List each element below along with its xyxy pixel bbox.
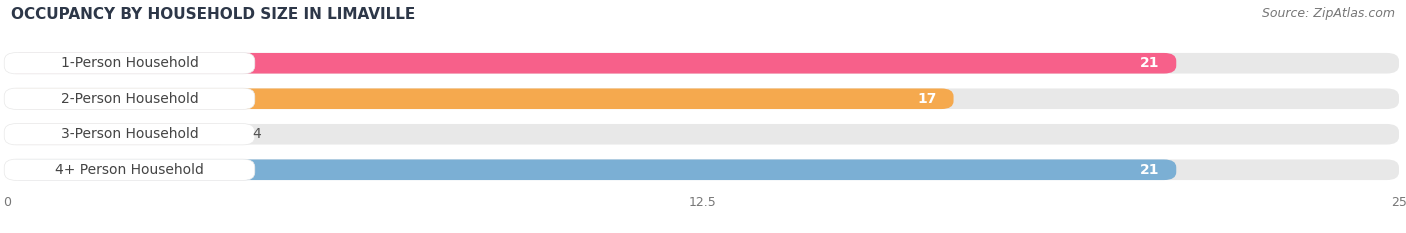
Text: 17: 17 xyxy=(918,92,936,106)
Text: 1-Person Household: 1-Person Household xyxy=(60,56,198,70)
FancyBboxPatch shape xyxy=(7,53,1399,74)
FancyBboxPatch shape xyxy=(7,89,953,109)
FancyBboxPatch shape xyxy=(4,159,254,180)
FancyBboxPatch shape xyxy=(7,124,229,144)
Text: Source: ZipAtlas.com: Source: ZipAtlas.com xyxy=(1261,7,1395,20)
Text: 3-Person Household: 3-Person Household xyxy=(60,127,198,141)
FancyBboxPatch shape xyxy=(4,53,254,74)
FancyBboxPatch shape xyxy=(7,159,1399,180)
Text: 21: 21 xyxy=(1140,56,1160,70)
FancyBboxPatch shape xyxy=(7,124,1399,144)
Text: 4+ Person Household: 4+ Person Household xyxy=(55,163,204,177)
FancyBboxPatch shape xyxy=(7,53,1177,74)
FancyBboxPatch shape xyxy=(7,89,1399,109)
FancyBboxPatch shape xyxy=(4,123,254,145)
Text: 4: 4 xyxy=(252,127,260,141)
FancyBboxPatch shape xyxy=(4,88,254,110)
Text: 2-Person Household: 2-Person Household xyxy=(60,92,198,106)
Text: OCCUPANCY BY HOUSEHOLD SIZE IN LIMAVILLE: OCCUPANCY BY HOUSEHOLD SIZE IN LIMAVILLE xyxy=(11,7,416,22)
FancyBboxPatch shape xyxy=(7,159,1177,180)
Text: 21: 21 xyxy=(1140,163,1160,177)
